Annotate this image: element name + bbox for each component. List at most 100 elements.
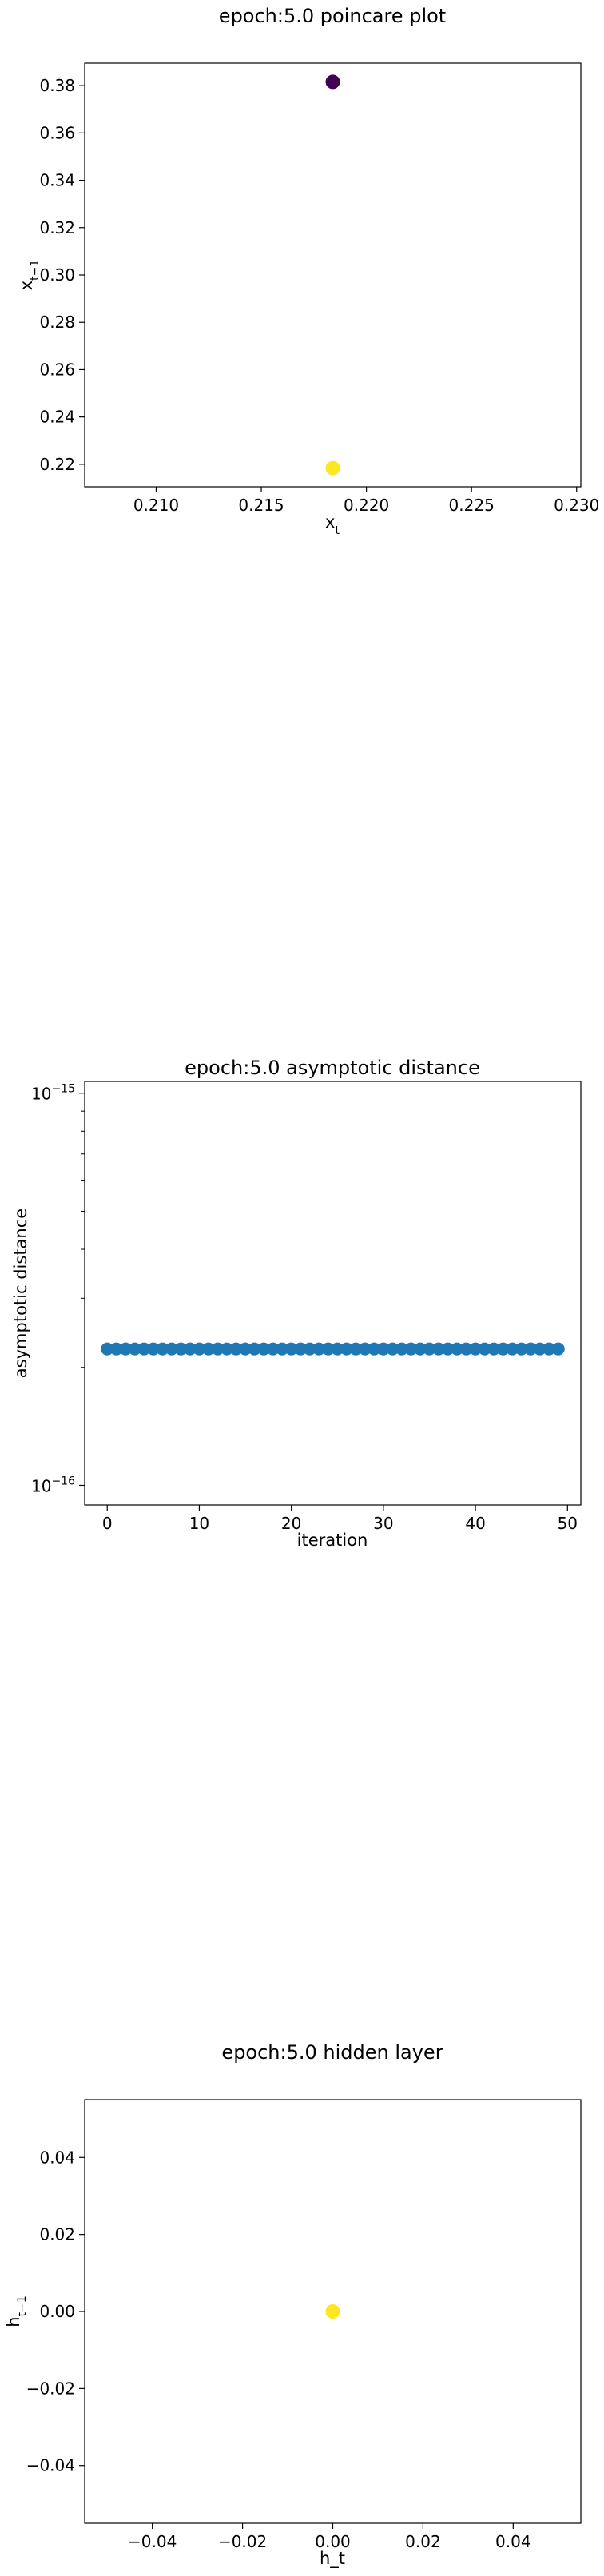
poincare-y-tick-label: 0.24 (39, 408, 75, 427)
asymptotic-y-tick-label: 10−15 (31, 1083, 75, 1104)
asymptotic-data-point (119, 1342, 133, 1356)
asymptotic-data-point (431, 1342, 445, 1356)
asymptotic-data-point (183, 1342, 197, 1356)
asymptotic-data-point (441, 1342, 455, 1356)
hidden-x-tick-label: −0.04 (128, 2532, 177, 2551)
poincare-plot-chart: epoch:5.0 poincare plot 0.210 0.215 0.220 0… (17, 5, 599, 537)
poincare-y-tick-label: 0.30 (39, 265, 75, 285)
poincare-plot-frame (84, 62, 582, 488)
asymptotic-x-tick-label: 40 (465, 1514, 485, 1533)
asymptotic-distance-chart: epoch:5.0 asymptotic distance 0 10 20 30 40 5… (11, 1057, 582, 1550)
asymptotic-data-point (312, 1342, 326, 1356)
asymptotic-data-point (386, 1342, 399, 1356)
asymptotic-data-point (533, 1342, 546, 1356)
asymptotic-data-point (542, 1342, 556, 1356)
asymptotic-x-tick-label: 50 (558, 1514, 578, 1533)
asymptotic-data-point (201, 1342, 215, 1356)
poincare-x-tick-label: 0.210 (133, 496, 179, 515)
asymptotic-data-point (506, 1342, 519, 1356)
asymptotic-data-point (368, 1342, 381, 1356)
asymptotic-data-point (487, 1342, 501, 1356)
asymptotic-data-point (146, 1342, 160, 1356)
asymptotic-data-point (551, 1342, 565, 1356)
asymptotic-data-point (413, 1342, 427, 1356)
hidden-x-tick-label: 0.00 (315, 2532, 351, 2551)
asymptotic-x-tick-label: 0 (102, 1514, 113, 1533)
asymptotic-data-point (321, 1342, 335, 1356)
asymptotic-data-point (376, 1342, 390, 1356)
hidden-y-tick-label: −0.04 (26, 2456, 75, 2475)
asymptotic-data-point (284, 1342, 298, 1356)
poincare-y-tick-label: 0.38 (39, 76, 75, 95)
asymptotic-data-point (137, 1342, 151, 1356)
asymptotic-data-point (331, 1342, 344, 1356)
poincare-data-point (325, 460, 340, 476)
hidden-x-tick-label: 0.04 (495, 2532, 531, 2551)
poincare-plot-title: epoch:5.0 poincare plot (219, 5, 446, 27)
poincare-y-tick-label: 0.26 (39, 360, 75, 379)
asymptotic-data-point (248, 1342, 261, 1356)
hidden-layer-title: epoch:5.0 hidden layer (221, 2041, 443, 2064)
hidden-data-point (325, 2304, 340, 2319)
asymptotic-data-point (459, 1342, 473, 1356)
asymptotic-y-tick-label: 10−16 (31, 1475, 75, 1495)
poincare-data-point (325, 74, 340, 90)
asymptotic-data-point (193, 1342, 206, 1356)
asymptotic-data-point (109, 1342, 123, 1356)
hidden-layer-chart: epoch:5.0 hidden layer −0.04 −0.02 0.00 0.0… (4, 2041, 582, 2569)
asymptotic-data-point (294, 1342, 308, 1356)
asymptotic-data-point (101, 1342, 114, 1356)
poincare-x-tick-label: 0.220 (344, 496, 389, 515)
poincare-x-axis-label: xt (325, 512, 340, 537)
poincare-x-tick-label: 0.230 (554, 496, 599, 515)
asymptotic-distance-title: epoch:5.0 asymptotic distance (185, 1057, 480, 1079)
asymptotic-data-point (451, 1342, 464, 1356)
asymptotic-data-point (165, 1342, 178, 1356)
asymptotic-data-point (156, 1342, 169, 1356)
asymptotic-data-point (211, 1342, 225, 1356)
asymptotic-data-point (358, 1342, 372, 1356)
asymptotic-data-point (404, 1342, 418, 1356)
asymptotic-data-point (349, 1342, 363, 1356)
asymptotic-x-axis-label: iteration (297, 1531, 368, 1550)
asymptotic-data-point (524, 1342, 538, 1356)
hidden-x-tick-label: 0.02 (405, 2532, 441, 2551)
asymptotic-data-point (229, 1342, 243, 1356)
asymptotic-data-point (128, 1342, 141, 1356)
hidden-y-axis-label: ht−1 (4, 2295, 29, 2327)
asymptotic-data-point (174, 1342, 188, 1356)
asymptotic-data-point (340, 1342, 353, 1356)
asymptotic-data-point (496, 1342, 510, 1356)
asymptotic-data-point (239, 1342, 252, 1356)
poincare-y-tick-label: 0.34 (39, 171, 75, 190)
poincare-y-tick-label: 0.32 (39, 218, 75, 237)
asymptotic-distance-frame (84, 1081, 582, 1506)
hidden-y-tick-label: 0.00 (39, 2302, 75, 2321)
poincare-y-axis-label: xt−1 (17, 260, 42, 291)
asymptotic-y-axis-label: asymptotic distance (11, 1208, 30, 1378)
hidden-y-tick-label: 0.02 (39, 2225, 75, 2244)
hidden-x-tick-label: −0.02 (218, 2532, 267, 2551)
asymptotic-data-point (221, 1342, 234, 1356)
poincare-x-tick-label: 0.215 (238, 496, 284, 515)
asymptotic-data-point (478, 1342, 491, 1356)
asymptotic-data-point (395, 1342, 408, 1356)
poincare-y-tick-label: 0.28 (39, 313, 75, 332)
asymptotic-x-tick-label: 30 (373, 1514, 393, 1533)
asymptotic-data-point (469, 1342, 483, 1356)
asymptotic-x-tick-label: 10 (189, 1514, 209, 1533)
asymptotic-data-point (276, 1342, 289, 1356)
hidden-y-tick-label: 0.04 (39, 2148, 75, 2167)
asymptotic-data-point (257, 1342, 271, 1356)
poincare-y-tick-label: 0.22 (39, 455, 75, 474)
asymptotic-data-point (303, 1342, 316, 1356)
poincare-y-tick-label: 0.36 (39, 123, 75, 142)
asymptotic-data-point (423, 1342, 436, 1356)
asymptotic-x-tick-label: 20 (281, 1514, 301, 1533)
asymptotic-data-point (266, 1342, 280, 1356)
hidden-x-axis-label: h_t (320, 2549, 345, 2569)
asymptotic-data-point (515, 1342, 528, 1356)
hidden-y-tick-label: −0.02 (26, 2379, 75, 2398)
poincare-x-tick-label: 0.225 (449, 496, 495, 515)
